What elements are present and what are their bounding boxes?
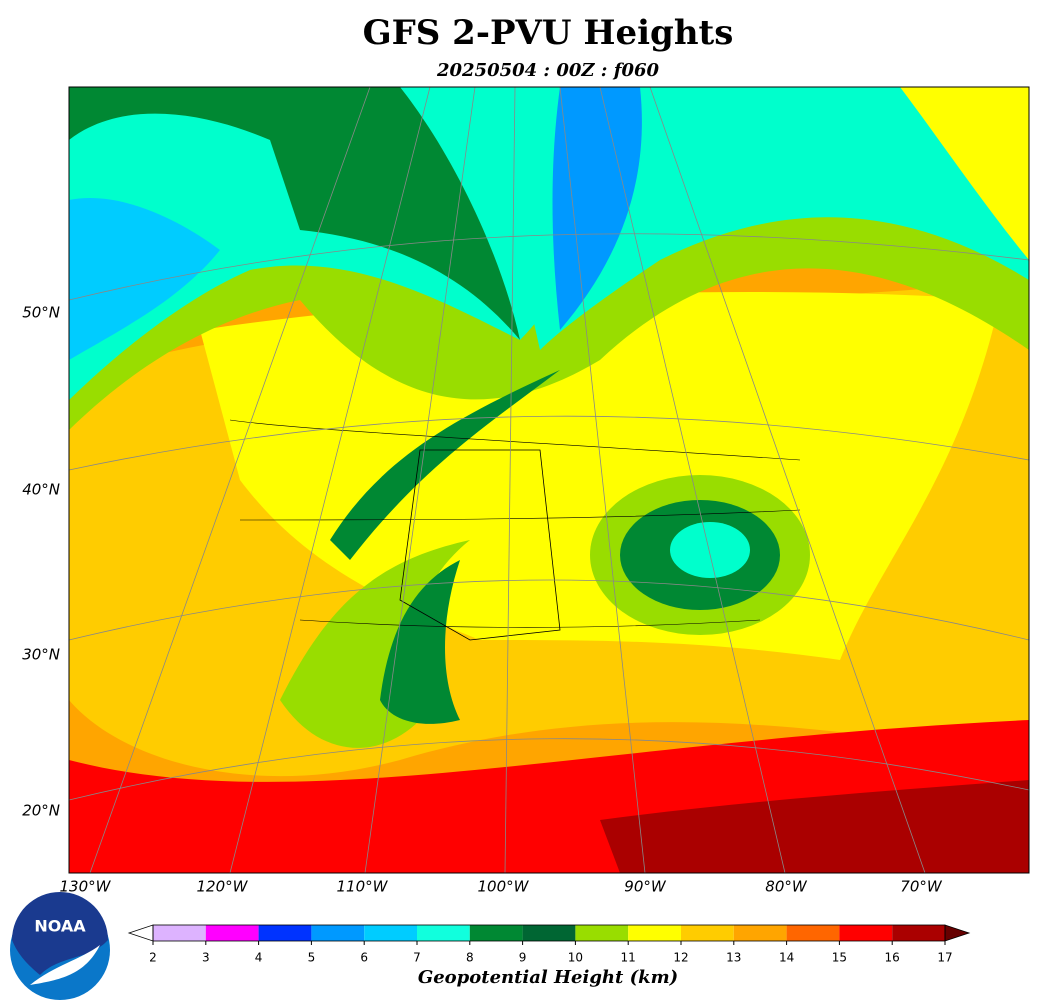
colorbar-segment xyxy=(311,925,365,941)
subtitle: 20250504 : 00Z : f060 xyxy=(436,60,660,81)
logo-text: NOAA xyxy=(34,917,86,936)
colorbar-segment xyxy=(575,925,629,941)
colorbar-segment xyxy=(205,925,259,941)
colorbar-tick-label: 6 xyxy=(360,951,368,965)
colorbar-tick-label: 17 xyxy=(937,951,952,965)
colorbar-over xyxy=(944,924,971,942)
lon-label: 120°W xyxy=(197,878,249,896)
colorbar-segment xyxy=(522,925,576,941)
noaa-logo: NOAA xyxy=(10,892,110,1000)
lon-label: 100°W xyxy=(478,878,530,896)
title: GFS 2-PVU Heights xyxy=(363,13,734,53)
lon-label: 80°W xyxy=(765,878,808,896)
colorbar-segment xyxy=(628,925,681,941)
colorbar-tick-label: 7 xyxy=(413,951,421,965)
colorbar-segment xyxy=(469,925,523,941)
lat-label: 20°N xyxy=(22,802,60,820)
colorbar-tick-label: 12 xyxy=(673,951,688,965)
colorbar-segment xyxy=(258,925,312,941)
colorbar-tick-label: 9 xyxy=(519,951,527,965)
colorbar-tick-label: 16 xyxy=(885,951,900,965)
map-field xyxy=(69,87,1029,873)
lon-label: 130°W xyxy=(60,878,112,896)
colorbar-tick-label: 8 xyxy=(466,951,474,965)
colorbar-tick-label: 2 xyxy=(149,951,157,965)
colorbar-segment xyxy=(681,925,734,941)
lon-label: 70°W xyxy=(900,878,943,896)
colorbar-frame xyxy=(152,924,946,942)
colorbar-tick-label: 13 xyxy=(726,951,741,965)
colorbar-segment xyxy=(892,925,945,941)
lon-label: 110°W xyxy=(337,878,389,896)
colorbar-segment xyxy=(733,925,787,941)
colorbar-tick-label: 14 xyxy=(779,951,794,965)
colorbar-label: Geopotential Height (km) xyxy=(418,967,678,988)
colorbar-segment xyxy=(839,925,893,941)
colorbar-tick-label: 15 xyxy=(832,951,847,965)
colorbar-tick-label: 3 xyxy=(202,951,210,965)
lat-label: 40°N xyxy=(22,481,60,499)
colorbar-segment xyxy=(364,925,417,941)
colorbar-under xyxy=(127,924,154,942)
colorbar-segment xyxy=(786,925,840,941)
colorbar-tick-label: 5 xyxy=(308,951,316,965)
lon-label: 90°W xyxy=(624,878,667,896)
colorbar-segment xyxy=(417,925,470,941)
colorbar-tick-label: 11 xyxy=(621,951,636,965)
lat-label: 50°N xyxy=(22,304,60,322)
colorbar-segment xyxy=(153,925,206,941)
lat-label: 30°N xyxy=(22,646,60,664)
colorbar-tick-label: 10 xyxy=(568,951,583,965)
map-frame xyxy=(68,86,1030,874)
colorbar-tick-label: 4 xyxy=(255,951,263,965)
